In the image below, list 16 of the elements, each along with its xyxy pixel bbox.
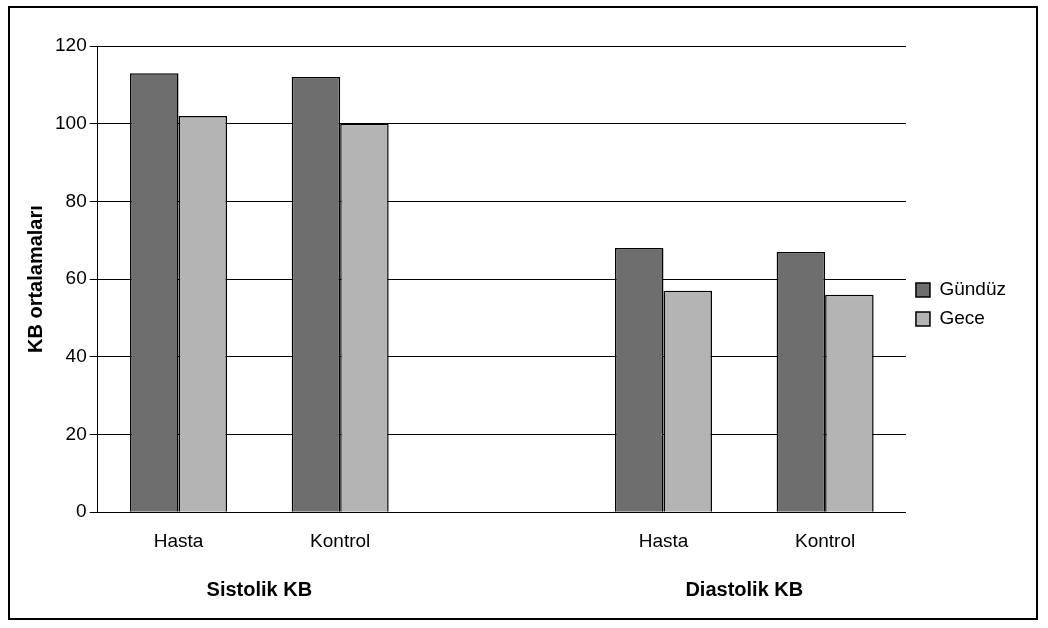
y-axis-title: KB ortalamaları — [23, 205, 46, 354]
x-tick-label: Hasta — [153, 529, 204, 551]
text: Sistolik KB — [206, 577, 313, 600]
y-tick-label: 40 — [65, 345, 87, 367]
x-tick-label: Kontrol — [795, 529, 856, 551]
y-tick-label: 0 — [76, 500, 87, 522]
text: Diastolik KB — [685, 577, 804, 600]
legend-label: Gündüz — [939, 278, 1006, 300]
x-tick-label: Hasta — [638, 529, 689, 551]
y-tick-label: 100 — [55, 111, 87, 133]
x-tick-label: Kontrol — [310, 529, 371, 551]
y-tick-label: 80 — [65, 189, 87, 211]
y-tick-label: 20 — [65, 422, 87, 444]
legend-label: Gece — [939, 307, 985, 329]
y-tick-label: 60 — [65, 267, 87, 289]
y-tick-label: 120 — [55, 34, 87, 56]
